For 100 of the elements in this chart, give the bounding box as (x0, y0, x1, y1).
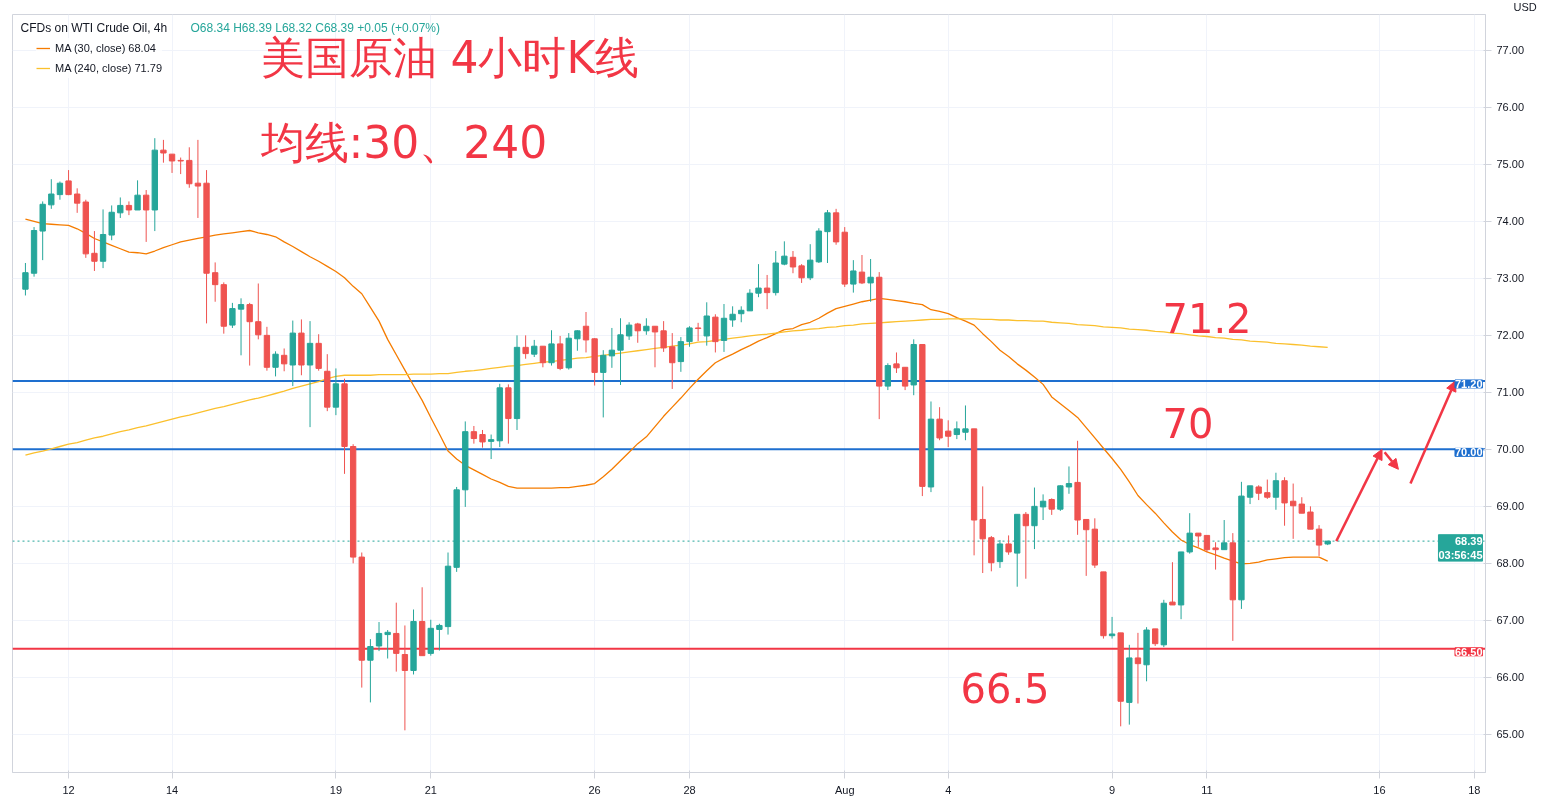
y-tick-label: 71.00 (1496, 386, 1525, 399)
candlestick (56, 180, 64, 201)
candlestick (160, 139, 167, 164)
y-tick-label: 75.00 (1496, 158, 1525, 171)
legend-label: MA (240, close) 71.79 (55, 62, 163, 74)
candlestick (246, 302, 253, 367)
candlestick (487, 434, 495, 460)
candlestick (1264, 479, 1271, 500)
candlestick (617, 317, 624, 386)
candlestick (867, 258, 874, 303)
candlestick (1315, 524, 1323, 557)
candlestick (1005, 534, 1012, 556)
candlestick (186, 146, 193, 189)
candlestick (1169, 561, 1176, 606)
x-tick-label: 26 (588, 783, 601, 796)
x-tick-label: 9 (1109, 783, 1116, 796)
candlestick (858, 254, 866, 285)
candlestick (522, 334, 529, 360)
candlestick (548, 329, 555, 367)
y-tick-label: 72.00 (1496, 329, 1525, 342)
candlestick (393, 602, 400, 673)
ref-line-label: 71.20 (1454, 377, 1483, 390)
candlestick (237, 297, 245, 356)
y-tick-label: 77.00 (1496, 44, 1525, 57)
y-tick-label: 67.00 (1496, 614, 1525, 627)
candlestick (280, 347, 288, 372)
ref-line-label: 70.00 (1454, 446, 1483, 459)
candlestick (1272, 472, 1280, 511)
candlestick (608, 327, 616, 369)
candlestick (367, 638, 374, 703)
y-tick-label: 66.00 (1496, 671, 1525, 684)
x-tick-label: 4 (945, 783, 952, 796)
candlestick (901, 366, 909, 391)
candlestick (686, 325, 693, 348)
y-tick-label: 68.00 (1496, 557, 1525, 570)
annotation: 71.2 (1162, 295, 1252, 342)
candlestick (936, 406, 943, 441)
candlestick (194, 139, 202, 219)
candlestick (255, 283, 262, 340)
candlestick (694, 322, 702, 342)
candlestick (962, 404, 969, 441)
ref-line-label: 66.50 (1454, 645, 1483, 658)
candlestick (332, 367, 340, 416)
candlestick (574, 329, 581, 352)
candlestick (720, 303, 728, 353)
candlestick (1022, 511, 1030, 580)
y-tick-label: 65.00 (1496, 728, 1525, 741)
candlestick (807, 243, 814, 281)
annotation: 70 (1162, 400, 1214, 447)
x-tick-label: 11 (1201, 783, 1213, 796)
candlestick (798, 263, 805, 284)
candlestick (1065, 465, 1073, 495)
candlestick (746, 288, 754, 312)
candlestick (470, 425, 478, 445)
candlestick (1057, 484, 1064, 512)
candlestick (229, 302, 236, 329)
candlestick (893, 351, 900, 374)
candlestick (1212, 541, 1219, 571)
candlestick (824, 209, 831, 264)
x-tick-label: 16 (1373, 783, 1386, 796)
candlestick (1083, 518, 1090, 577)
candlestick (1307, 505, 1314, 530)
candlestick (143, 189, 150, 243)
candlestick (1246, 485, 1254, 505)
line-series (24, 218, 1329, 565)
candlestick (600, 349, 607, 418)
y-tick-label: 76.00 (1496, 101, 1525, 114)
candlestick (125, 200, 133, 216)
candlestick (1134, 632, 1142, 705)
x-tick-label: 14 (165, 783, 179, 796)
candlestick (660, 320, 667, 353)
x-tick-label: Aug (834, 783, 855, 796)
candlestick (1281, 476, 1288, 527)
candlestick (703, 301, 710, 347)
candlestick (763, 274, 771, 310)
candlestick (539, 345, 547, 368)
x-tick-label: 18 (1468, 783, 1481, 796)
candlestick (48, 178, 55, 210)
ref-line-label: 68.39 03:56:45 (1438, 534, 1483, 562)
candlestick (1108, 616, 1116, 640)
x-tick-label: 19 (329, 783, 343, 796)
candlestick (436, 623, 443, 652)
y-tick-label: 74.00 (1496, 215, 1525, 228)
legend-label: MA (30, close) 68.04 (55, 42, 156, 54)
candlestick (789, 250, 797, 274)
candlestick (117, 196, 124, 219)
candlestick (211, 261, 219, 303)
candlestick (65, 169, 72, 196)
text: CFDs on WTI Crude Oil, 4h (20, 20, 168, 35)
candlestick (677, 336, 685, 373)
candlestick (755, 263, 762, 298)
candlestick (669, 332, 676, 390)
candlestick (1039, 493, 1047, 521)
annotation: 均线:30、240 (259, 116, 548, 168)
x-tick-label: 21 (424, 783, 437, 796)
candlestick (979, 485, 986, 574)
candlestick (401, 624, 409, 731)
candlestick (729, 305, 736, 328)
candlestick (272, 350, 279, 377)
candlestick (108, 204, 115, 241)
